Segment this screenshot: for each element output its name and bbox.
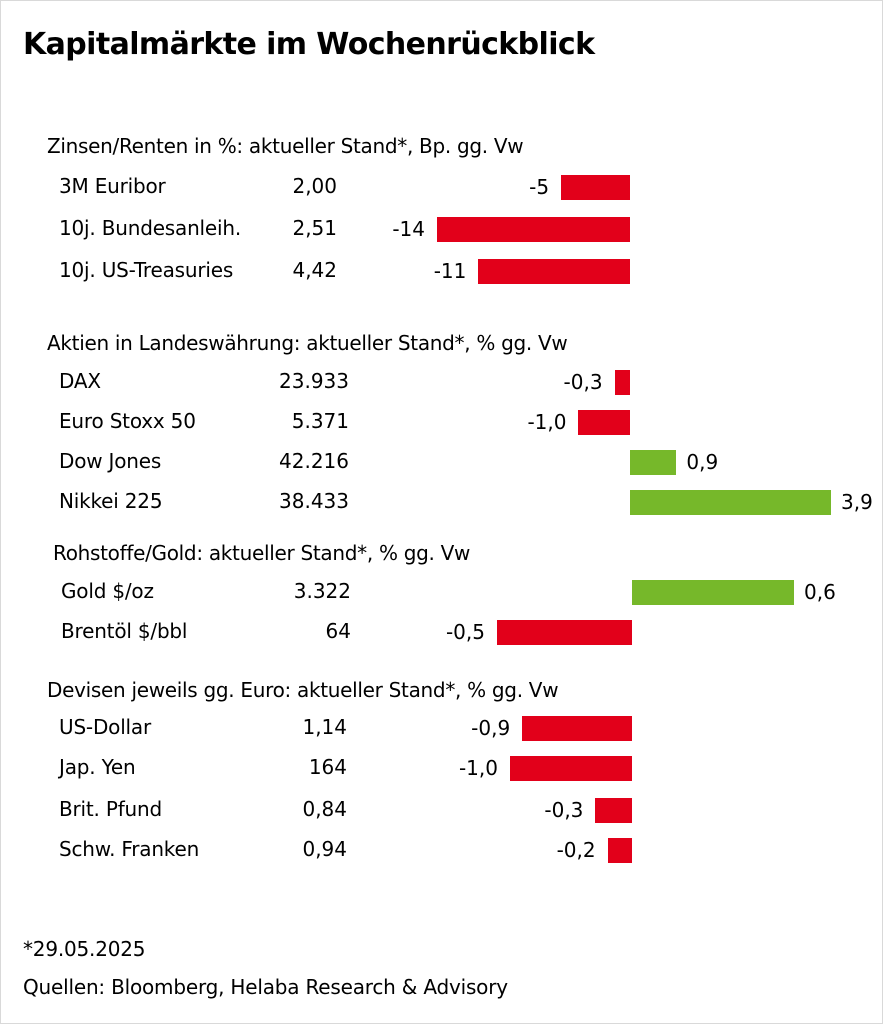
- data-bar: [614, 370, 630, 395]
- row-value: 5.371: [291, 409, 349, 433]
- row-value: 38.433: [279, 489, 349, 513]
- data-label: -0,3: [563, 370, 603, 394]
- data-label: -5: [529, 175, 550, 199]
- section-title: Rohstoffe/Gold: aktueller Stand*, % gg. …: [53, 541, 471, 565]
- row-value: 2,51: [292, 216, 337, 240]
- data-bar: [630, 450, 677, 475]
- row-label: 3M Euribor: [59, 174, 166, 198]
- data-bar: [630, 490, 831, 515]
- data-bar: [437, 217, 630, 242]
- row-value: 0,94: [302, 837, 347, 861]
- sources-note: Quellen: Bloomberg, Helaba Research & Ad…: [23, 975, 508, 999]
- data-label: -1,0: [458, 756, 498, 780]
- data-bar: [578, 410, 630, 435]
- data-label: -11: [433, 259, 467, 283]
- row-label: Gold $/oz: [61, 579, 154, 603]
- data-bar: [522, 716, 632, 741]
- row-label: 10j. Bundesanleih.: [59, 216, 241, 240]
- row-value: 4,42: [292, 258, 337, 282]
- data-label: 3,9: [841, 490, 873, 514]
- section-title: Zinsen/Renten in %: aktueller Stand*, Bp…: [47, 134, 524, 158]
- data-label: -0,9: [471, 716, 511, 740]
- data-bar: [595, 798, 632, 823]
- row-label: Brit. Pfund: [59, 797, 163, 821]
- section-title: Devisen jeweils gg. Euro: aktueller Stan…: [47, 678, 559, 702]
- row-label: Jap. Yen: [59, 755, 136, 779]
- row-value: 0,84: [302, 797, 347, 821]
- row-label: DAX: [59, 369, 101, 393]
- row-label: Schw. Franken: [59, 837, 200, 861]
- data-label: -0,3: [544, 798, 584, 822]
- data-label: -14: [392, 217, 425, 241]
- row-value: 164: [308, 755, 347, 779]
- chart-title: Kapitalmärkte im Wochenrückblick: [23, 27, 595, 62]
- data-bar: [497, 620, 632, 645]
- row-label: 10j. US-Treasuries: [59, 258, 234, 282]
- footnote: *29.05.2025: [23, 937, 146, 961]
- row-value: 2,00: [292, 174, 337, 198]
- row-label: US-Dollar: [59, 715, 151, 739]
- row-value: 23.933: [279, 369, 349, 393]
- data-label: -1,0: [527, 410, 567, 434]
- row-label: Brentöl $/bbl: [61, 619, 188, 643]
- row-value: 42.216: [279, 449, 349, 473]
- row-value: 3.322: [293, 579, 351, 603]
- data-label: -0,2: [556, 838, 596, 862]
- row-value: 1,14: [302, 715, 347, 739]
- row-label: Nikkei 225: [59, 489, 163, 513]
- row-label: Euro Stoxx 50: [59, 409, 196, 433]
- data-label: -0,5: [445, 620, 485, 644]
- data-bar: [607, 838, 632, 863]
- data-bar: [632, 580, 794, 605]
- data-bar: [510, 756, 632, 781]
- row-label: Dow Jones: [59, 449, 162, 473]
- data-bar: [478, 259, 630, 284]
- data-bar: [561, 175, 630, 200]
- row-value: 64: [325, 619, 351, 643]
- section-title: Aktien in Landeswährung: aktueller Stand…: [47, 331, 568, 355]
- data-label: 0,6: [804, 580, 836, 604]
- data-label: 0,9: [686, 450, 719, 474]
